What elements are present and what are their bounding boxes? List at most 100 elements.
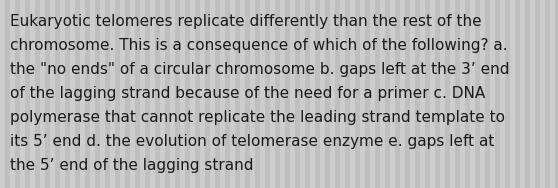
Bar	[270, 0, 275, 188]
Bar	[150, 0, 155, 188]
Bar	[515, 0, 520, 188]
Bar	[420, 0, 425, 188]
Bar	[355, 0, 360, 188]
Bar	[80, 0, 85, 188]
Bar	[260, 0, 265, 188]
Bar	[415, 0, 420, 188]
Bar	[530, 0, 535, 188]
Bar	[0, 0, 5, 188]
Bar	[205, 0, 210, 188]
Bar	[535, 0, 540, 188]
Text: Eukaryotic telomeres replicate differently than the rest of the: Eukaryotic telomeres replicate different…	[10, 14, 482, 29]
Bar	[50, 0, 55, 188]
Bar	[550, 0, 555, 188]
Bar	[410, 0, 415, 188]
Bar	[370, 0, 375, 188]
Bar	[120, 0, 125, 188]
Bar	[390, 0, 395, 188]
Bar	[360, 0, 365, 188]
Bar	[105, 0, 110, 188]
Bar	[470, 0, 475, 188]
Bar	[135, 0, 140, 188]
Bar	[545, 0, 550, 188]
Bar	[265, 0, 270, 188]
Bar	[155, 0, 160, 188]
Text: its 5’ end d. the evolution of telomerase enzyme e. gaps left at: its 5’ end d. the evolution of telomeras…	[10, 134, 494, 149]
Bar	[85, 0, 90, 188]
Bar	[315, 0, 320, 188]
Bar	[245, 0, 250, 188]
Bar	[275, 0, 280, 188]
Bar	[400, 0, 405, 188]
Bar	[320, 0, 325, 188]
Bar	[310, 0, 315, 188]
Text: polymerase that cannot replicate the leading strand template to: polymerase that cannot replicate the lea…	[10, 110, 505, 125]
Bar	[505, 0, 510, 188]
Bar	[180, 0, 185, 188]
Bar	[165, 0, 170, 188]
Bar	[190, 0, 195, 188]
Bar	[210, 0, 215, 188]
Bar	[145, 0, 150, 188]
Bar	[30, 0, 35, 188]
Bar	[460, 0, 465, 188]
Bar	[380, 0, 385, 188]
Bar	[25, 0, 30, 188]
Bar	[450, 0, 455, 188]
Bar	[405, 0, 410, 188]
Bar	[300, 0, 305, 188]
Bar	[435, 0, 440, 188]
Bar	[160, 0, 165, 188]
Bar	[520, 0, 525, 188]
Bar	[200, 0, 205, 188]
Bar	[375, 0, 380, 188]
Bar	[20, 0, 25, 188]
Bar	[110, 0, 115, 188]
Bar	[65, 0, 70, 188]
Bar	[330, 0, 335, 188]
Bar	[555, 0, 558, 188]
Bar	[480, 0, 485, 188]
Bar	[340, 0, 345, 188]
Bar	[255, 0, 260, 188]
Bar	[215, 0, 220, 188]
Bar	[485, 0, 490, 188]
Text: chromosome. This is a consequence of which of the following? a.: chromosome. This is a consequence of whi…	[10, 38, 508, 53]
Bar	[100, 0, 105, 188]
Text: of the lagging strand because of the need for a primer c. DNA: of the lagging strand because of the nee…	[10, 86, 485, 101]
Bar	[525, 0, 530, 188]
Bar	[440, 0, 445, 188]
Bar	[540, 0, 545, 188]
Bar	[225, 0, 230, 188]
Bar	[475, 0, 480, 188]
Bar	[305, 0, 310, 188]
Bar	[55, 0, 60, 188]
Bar	[175, 0, 180, 188]
Bar	[395, 0, 400, 188]
Bar	[70, 0, 75, 188]
Bar	[185, 0, 190, 188]
Bar	[495, 0, 500, 188]
Bar	[5, 0, 10, 188]
Bar	[350, 0, 355, 188]
Bar	[510, 0, 515, 188]
Bar	[60, 0, 65, 188]
Bar	[230, 0, 235, 188]
Bar	[235, 0, 240, 188]
Bar	[140, 0, 145, 188]
Bar	[40, 0, 45, 188]
Bar	[170, 0, 175, 188]
Bar	[10, 0, 15, 188]
Bar	[385, 0, 390, 188]
Bar	[455, 0, 460, 188]
Bar	[295, 0, 300, 188]
Bar	[15, 0, 20, 188]
Bar	[75, 0, 80, 188]
Bar	[280, 0, 285, 188]
Bar	[335, 0, 340, 188]
Bar	[130, 0, 135, 188]
Bar	[325, 0, 330, 188]
Bar	[220, 0, 225, 188]
Bar	[500, 0, 505, 188]
Bar	[250, 0, 255, 188]
